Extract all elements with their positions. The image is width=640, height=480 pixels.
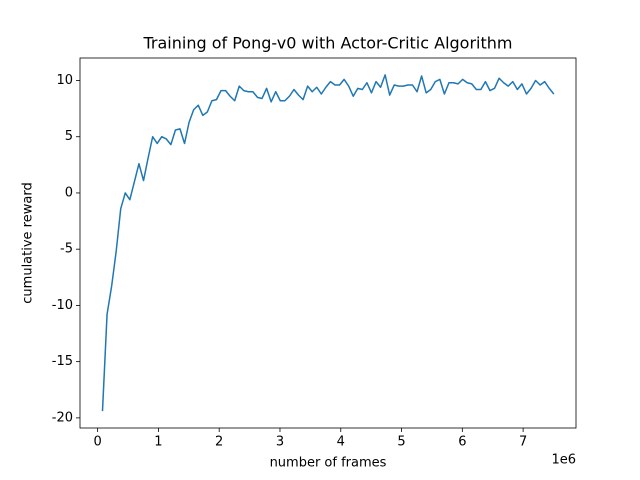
chart-title: Training of Pong-v0 with Actor-Critic Al… [142, 34, 512, 53]
y-tick-label: 5 [65, 129, 73, 144]
y-tick-label: -20 [52, 410, 73, 425]
x-offset-label: 1e6 [551, 453, 576, 468]
y-tick-label: -15 [52, 354, 73, 369]
y-tick-label: -5 [60, 242, 73, 257]
x-tick-label: 3 [276, 435, 284, 450]
x-tick-label: 1 [154, 435, 162, 450]
x-tick-label: 7 [519, 435, 527, 450]
x-tick-label: 2 [215, 435, 223, 450]
x-tick-label: 4 [337, 435, 345, 450]
axes-frame [79, 57, 577, 429]
x-tick-label: 5 [397, 435, 405, 450]
x-tick-label: 6 [458, 435, 466, 450]
x-tick-label: 0 [93, 435, 101, 450]
y-axis-label: cumulative reward [21, 182, 36, 303]
y-tick-label: 10 [56, 73, 73, 88]
data-line [101, 74, 555, 412]
y-tick-label: -10 [52, 298, 73, 313]
y-tick-label: 0 [65, 185, 73, 200]
x-axis-label: number of frames [270, 456, 387, 471]
